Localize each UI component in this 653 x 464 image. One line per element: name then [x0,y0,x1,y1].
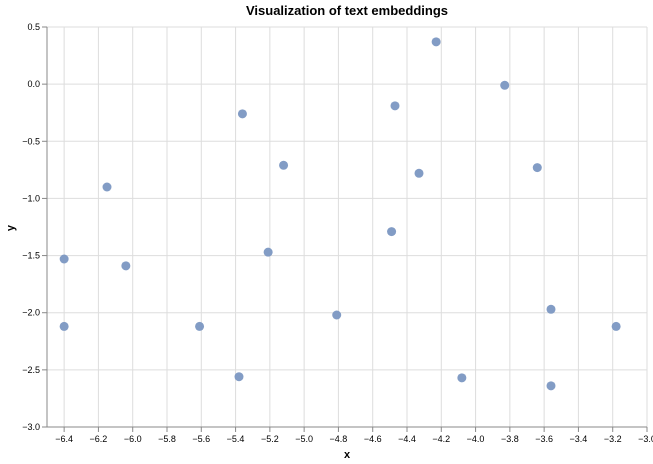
data-points [59,37,621,391]
x-tick-label: −4.6 [364,434,382,444]
x-tick-label: −3.2 [604,434,622,444]
data-point [546,381,556,391]
data-point [457,373,467,383]
y-axis-label: y [5,224,17,231]
data-point [532,163,542,173]
data-point [195,321,205,331]
data-point [546,304,556,314]
chart-title: Visualization of text embeddings [246,3,448,18]
data-point [431,37,441,47]
data-point [121,261,131,271]
data-point [263,247,273,257]
y-tick-label: −1.5 [22,251,40,261]
data-point [237,109,247,119]
y-tick-label: −3.0 [22,422,40,432]
data-point [390,101,400,111]
x-tick-label: −3.6 [535,434,553,444]
data-point [387,227,397,237]
data-point [59,321,69,331]
y-tick-label: −1.0 [22,193,40,203]
x-axis-label: x [344,449,351,461]
x-tick-label: −5.4 [227,434,245,444]
data-point [500,80,510,90]
x-tick-label: −4.0 [467,434,485,444]
x-tick-label: −5.6 [192,434,210,444]
data-point [414,168,424,178]
grid [47,26,648,428]
y-tick-label: −2.0 [22,308,40,318]
x-tick-label: −3.4 [570,434,588,444]
data-point [102,182,112,192]
y-tick-label: −2.5 [22,365,40,375]
data-point [279,160,289,170]
data-point [611,321,621,331]
x-tick-label: −3.0 [638,434,653,444]
x-tick-label: −5.8 [158,434,176,444]
x-tick-label: −5.0 [295,434,313,444]
data-point [332,310,342,320]
y-tick-label: 0.0 [27,79,40,89]
y-tick-label: 0.5 [27,22,40,32]
x-tick-label: −4.8 [330,434,348,444]
data-point [234,372,244,382]
x-tick-label: −6.0 [124,434,142,444]
axes: −6.4 −6.2 −6.0 −5.8 −5.6 −5.4 −5.2 −5.0 −4.8 −4.6… [22,22,653,444]
x-tick-label: −4.4 [398,434,416,444]
x-tick-label: −6.4 [55,434,73,444]
data-point [59,254,69,264]
y-tick-label: −0.5 [22,136,40,146]
x-tick-label: −3.8 [501,434,519,444]
x-tick-label: −6.2 [90,434,108,444]
x-tick-label: −4.2 [432,434,450,444]
x-tick-label: −5.2 [261,434,279,444]
